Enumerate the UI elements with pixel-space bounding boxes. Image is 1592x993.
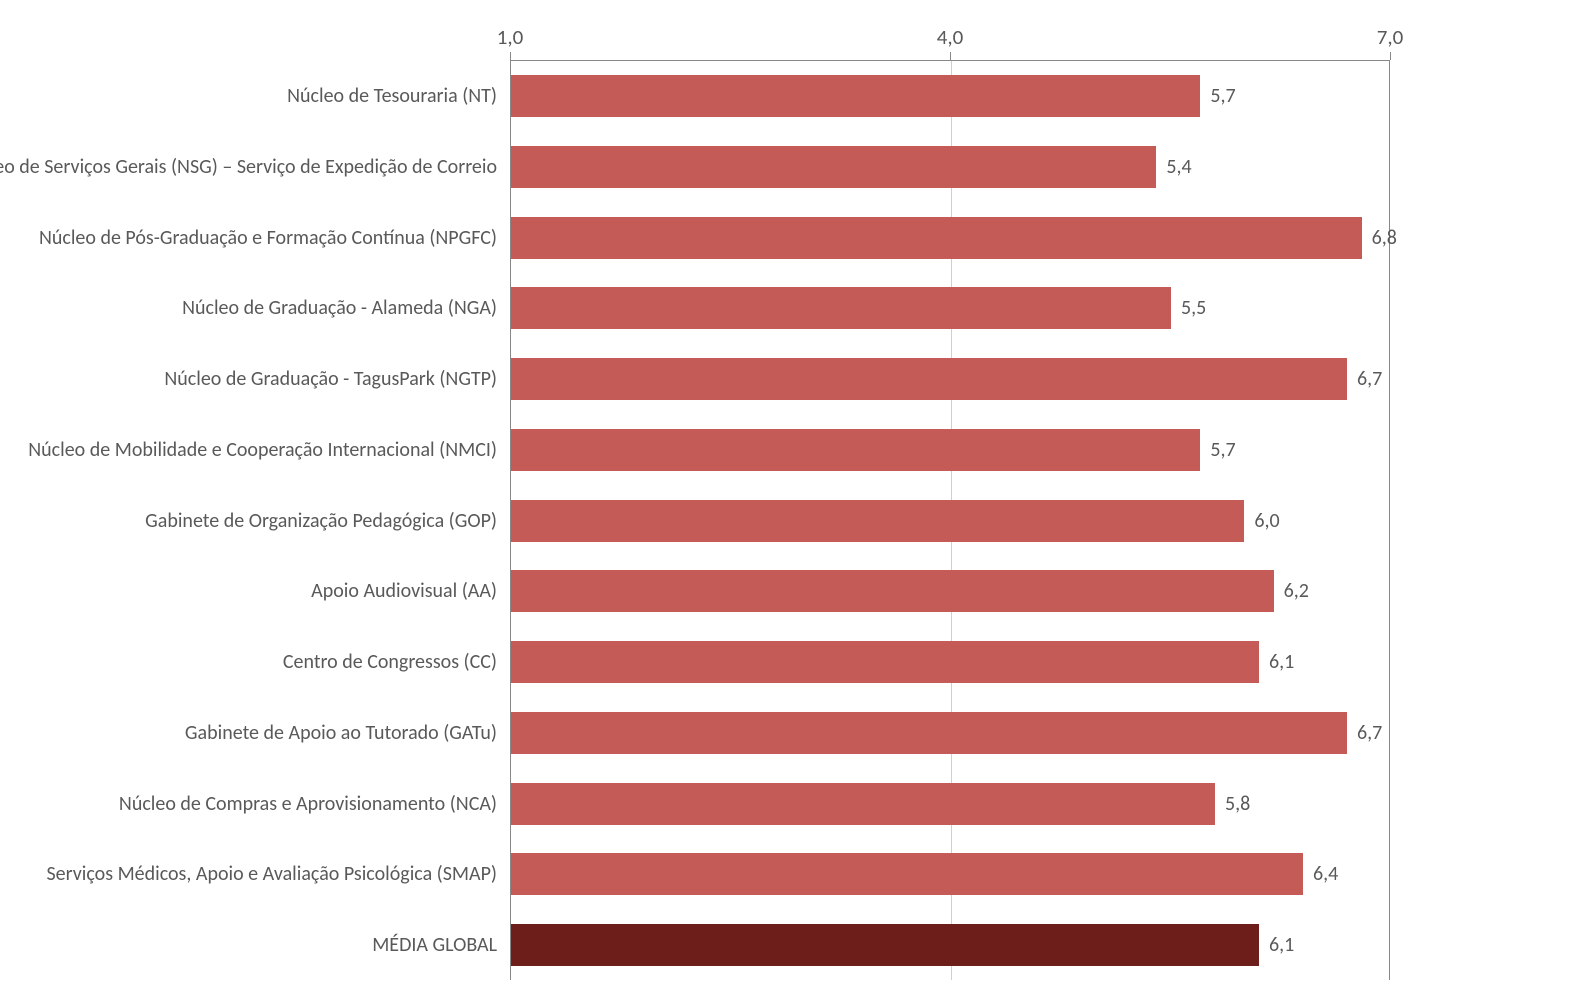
value-label: 5,5	[1171, 296, 1206, 320]
axis-tick-mark	[510, 52, 511, 60]
bar	[511, 924, 1259, 966]
category-label: MÉDIA GLOBAL	[372, 933, 511, 957]
value-label: 6,8	[1362, 226, 1397, 250]
category-label: Núcleo de Pós-Graduação e Formação Contí…	[39, 226, 511, 250]
bar-row: Serviços Médicos, Apoio e Avaliação Psic…	[511, 853, 1389, 895]
axis-tick-label: 1,0	[497, 24, 524, 50]
category-label: Núcleo de Mobilidade e Cooperação Intern…	[28, 438, 511, 462]
value-label: 5,4	[1156, 155, 1191, 179]
bar-row: Apoio Audiovisual (AA)6,2	[511, 570, 1389, 612]
bar	[511, 853, 1303, 895]
bar-row: Núcleo de Graduação - Alameda (NGA)5,5	[511, 287, 1389, 329]
value-label: 6,7	[1347, 721, 1382, 745]
category-label: Gabinete de Apoio ao Tutorado (GATu)	[185, 721, 511, 745]
value-label: 6,4	[1303, 862, 1338, 886]
bar-row: Núcleo de Pós-Graduação e Formação Contí…	[511, 217, 1389, 259]
axis-tick-mark	[1390, 52, 1391, 60]
bar-row: Núcleo de Serviços Gerais (NSG) – Serviç…	[511, 146, 1389, 188]
x-axis-top: 1,0 4,0 7,0	[0, 24, 1592, 54]
axis-tick-label: 7,0	[1377, 24, 1404, 50]
value-label: 6,7	[1347, 367, 1382, 391]
bar-row: Núcleo de Mobilidade e Cooperação Intern…	[511, 429, 1389, 471]
category-label: Núcleo de Serviços Gerais (NSG) – Serviç…	[0, 155, 511, 179]
bar-row: Gabinete de Apoio ao Tutorado (GATu)6,7	[511, 712, 1389, 754]
value-label: 5,8	[1215, 792, 1250, 816]
value-label: 6,1	[1259, 933, 1294, 957]
bar	[511, 641, 1259, 683]
category-label: Serviços Médicos, Apoio e Avaliação Psic…	[46, 862, 511, 886]
bar-row: Núcleo de Graduação - TagusPark (NGTP)6,…	[511, 358, 1389, 400]
bar-row: Núcleo de Compras e Aprovisionamento (NC…	[511, 783, 1389, 825]
category-label: Núcleo de Graduação - Alameda (NGA)	[182, 296, 511, 320]
value-label: 5,7	[1200, 84, 1235, 108]
category-label: Apoio Audiovisual (AA)	[311, 579, 511, 603]
category-label: Gabinete de Organização Pedagógica (GOP)	[145, 509, 511, 533]
axis-tick-label: 4,0	[937, 24, 964, 50]
value-label: 6,0	[1244, 509, 1279, 533]
bar	[511, 429, 1200, 471]
value-label: 6,2	[1274, 579, 1309, 603]
bar-row: MÉDIA GLOBAL6,1	[511, 924, 1389, 966]
bar-chart: 1,04,07,0 Núcleo de Tesouraria (NT)5,7Nú…	[0, 0, 1592, 993]
bar	[511, 146, 1156, 188]
axis-tick-mark	[950, 52, 951, 60]
category-label: Núcleo de Tesouraria (NT)	[287, 84, 511, 108]
bar-row: Centro de Congressos (CC)6,1	[511, 641, 1389, 683]
plot-area: Núcleo de Tesouraria (NT)5,7 Núcleo de Se…	[510, 60, 1390, 980]
bar	[511, 500, 1244, 542]
bar	[511, 783, 1215, 825]
bar	[511, 217, 1362, 259]
category-label: Centro de Congressos (CC)	[283, 650, 511, 674]
bar-row: Núcleo de Tesouraria (NT)5,7	[511, 75, 1389, 117]
bar	[511, 712, 1347, 754]
bar	[511, 358, 1347, 400]
value-label: 5,7	[1200, 438, 1235, 462]
category-label: Núcleo de Compras e Aprovisionamento (NC…	[119, 792, 511, 816]
value-label: 6,1	[1259, 650, 1294, 674]
bar	[511, 570, 1274, 612]
category-label: Núcleo de Graduação - TagusPark (NGTP)	[164, 367, 511, 391]
bar	[511, 287, 1171, 329]
bar-row: Gabinete de Organização Pedagógica (GOP)…	[511, 500, 1389, 542]
bar	[511, 75, 1200, 117]
